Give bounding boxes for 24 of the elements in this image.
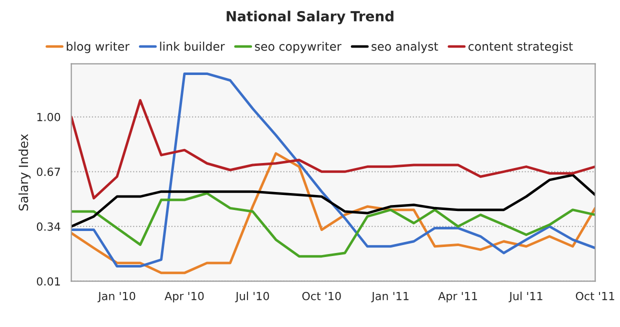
x-tick-label: Apr '11 (438, 292, 477, 302)
line-series (71, 152, 596, 274)
x-tick-label: Oct '10 (302, 292, 341, 300)
line-series (71, 192, 596, 258)
x-tick-label: Oct '11 (576, 292, 614, 300)
y-tick-label: 0.01 (36, 277, 60, 286)
x-tick-label: Jul '10 (235, 292, 270, 302)
legend-label: content strategist (468, 42, 573, 54)
legend-label: blog writer (66, 42, 130, 54)
legend-label: seo analyst (372, 42, 438, 54)
x-tick-label: Jan '10 (98, 292, 136, 302)
legend-label: link builder (160, 42, 225, 51)
line-series (71, 72, 596, 268)
line-series (71, 99, 596, 200)
y-axis-title: Salary Index (18, 134, 31, 210)
y-tick-label: 0.34 (36, 222, 60, 231)
chart-title: National Salary Trend (226, 10, 394, 24)
y-tick-label: 1.00 (37, 112, 60, 122)
line-series (71, 174, 596, 228)
x-tick-label: Jan '11 (371, 292, 408, 302)
y-tick-label: 0.67 (36, 168, 60, 176)
legend-label: seo copywriter (254, 42, 342, 54)
x-tick-label: Jul '11 (508, 292, 542, 302)
x-tick-label: Apr '10 (164, 292, 204, 302)
